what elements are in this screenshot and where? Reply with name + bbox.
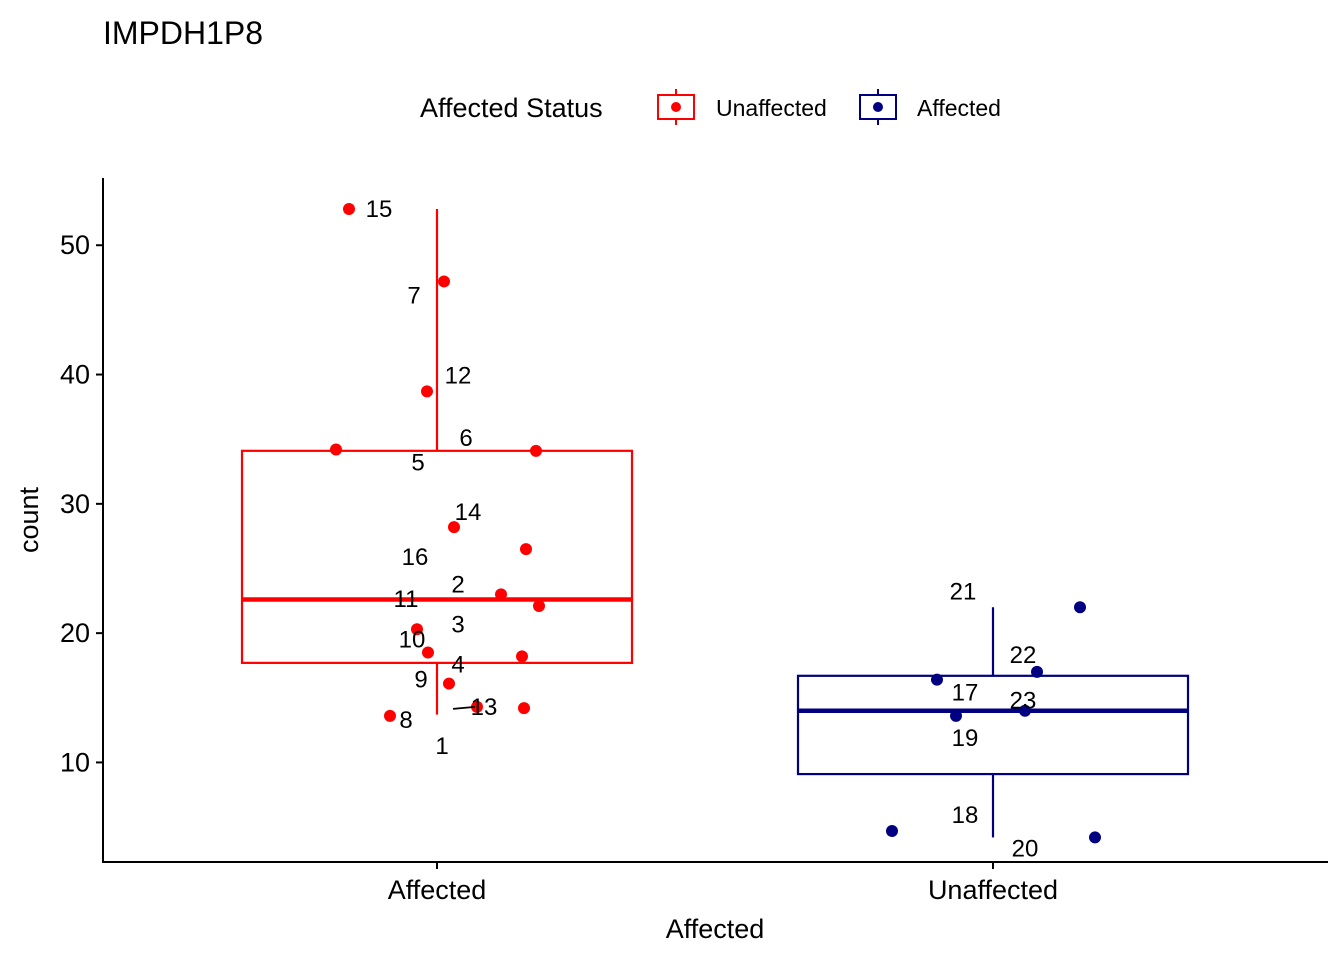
point-label-23: 23: [1010, 688, 1037, 715]
legend-title: Affected Status: [420, 93, 603, 123]
data-point-15: [343, 203, 355, 216]
point-label-10: 10: [399, 627, 426, 654]
data-points: [330, 203, 1101, 844]
data-point-10: [422, 646, 434, 659]
point-label-17: 17: [952, 680, 979, 707]
point-label-8: 8: [399, 707, 412, 734]
point-label-15: 15: [366, 196, 393, 223]
data-point-9: [443, 677, 455, 690]
data-point-12: [421, 385, 433, 398]
point-label-13: 13: [471, 694, 498, 721]
point-label-21: 21: [950, 578, 977, 605]
data-point-11: [533, 599, 545, 612]
point-label-7: 7: [407, 282, 420, 309]
data-point-5: [330, 443, 342, 456]
point-label-14: 14: [455, 499, 482, 526]
data-point-17: [931, 673, 943, 686]
data-point-14: [448, 521, 460, 534]
data-point-6: [530, 444, 542, 457]
legend-label-affected: Affected: [917, 95, 1001, 121]
y-tick-label: 10: [60, 747, 90, 777]
x-axis-title: Affected: [666, 914, 765, 944]
data-point-4: [516, 650, 528, 663]
point-label-11: 11: [394, 586, 419, 613]
point-label-6: 6: [459, 425, 472, 452]
y-axis-ticks: 10 20 30 40 50: [60, 230, 103, 777]
box-affected: [240, 209, 634, 715]
point-label-9: 9: [414, 667, 427, 694]
legend-entry-affected: Affected: [859, 89, 1001, 125]
point-label-19: 19: [952, 725, 979, 752]
point-labels: 15 7 12 6 5 14 16 2 11 3 10 49 13 81 21 22 17 23 19 18 20: [366, 196, 1039, 862]
point-label-20: 20: [1012, 835, 1039, 862]
data-point-22: [1031, 665, 1043, 678]
data-point-21: [1074, 601, 1086, 614]
data-point-20: [1089, 831, 1101, 844]
boxes: [240, 209, 1190, 838]
legend-key-affected: [859, 89, 897, 125]
box-body: [240, 449, 634, 664]
data-point-7: [438, 275, 450, 288]
x-axis-ticks: Affected Unaffected: [388, 862, 1058, 905]
data-point-16: [520, 543, 532, 556]
legend-key-unaffected: [657, 89, 695, 125]
point-label-16: 16: [402, 544, 429, 571]
y-tick-label: 50: [60, 230, 90, 260]
y-tick-label: 20: [60, 618, 90, 648]
y-tick-label: 30: [60, 489, 90, 519]
chart-title: IMPDH1P8: [103, 15, 263, 51]
point-label-12: 12: [445, 362, 472, 389]
legend-entry-unaffected: Unaffected: [657, 89, 827, 125]
y-axis-title: count: [14, 486, 44, 553]
point-label-22: 22: [1010, 642, 1037, 669]
data-point-19: [950, 709, 962, 722]
data-point-8: [384, 709, 396, 722]
data-point-3: [411, 623, 423, 636]
x-tick-label: Unaffected: [928, 875, 1058, 905]
point-label-2: 2: [451, 571, 464, 598]
x-tick-label: Affected: [388, 875, 487, 905]
point-label-3: 3: [451, 611, 464, 638]
point-label-1: 1: [435, 733, 448, 760]
data-point-13: [471, 700, 483, 713]
data-point-23: [1019, 704, 1031, 717]
data-point-2: [495, 588, 507, 601]
data-point-1: [518, 702, 530, 715]
point-label-5: 5: [411, 450, 424, 477]
point-label-18: 18: [952, 802, 979, 829]
point-label-4: 4: [451, 651, 464, 678]
label-connector-13: [452, 705, 476, 710]
y-tick-label: 40: [60, 360, 90, 390]
legend: Affected Status Unaffected Affected: [420, 89, 1001, 125]
box-unaffected: [796, 607, 1190, 838]
legend-label-unaffected: Unaffected: [716, 95, 827, 121]
data-point-18: [886, 824, 898, 837]
box-body: [796, 674, 1190, 776]
